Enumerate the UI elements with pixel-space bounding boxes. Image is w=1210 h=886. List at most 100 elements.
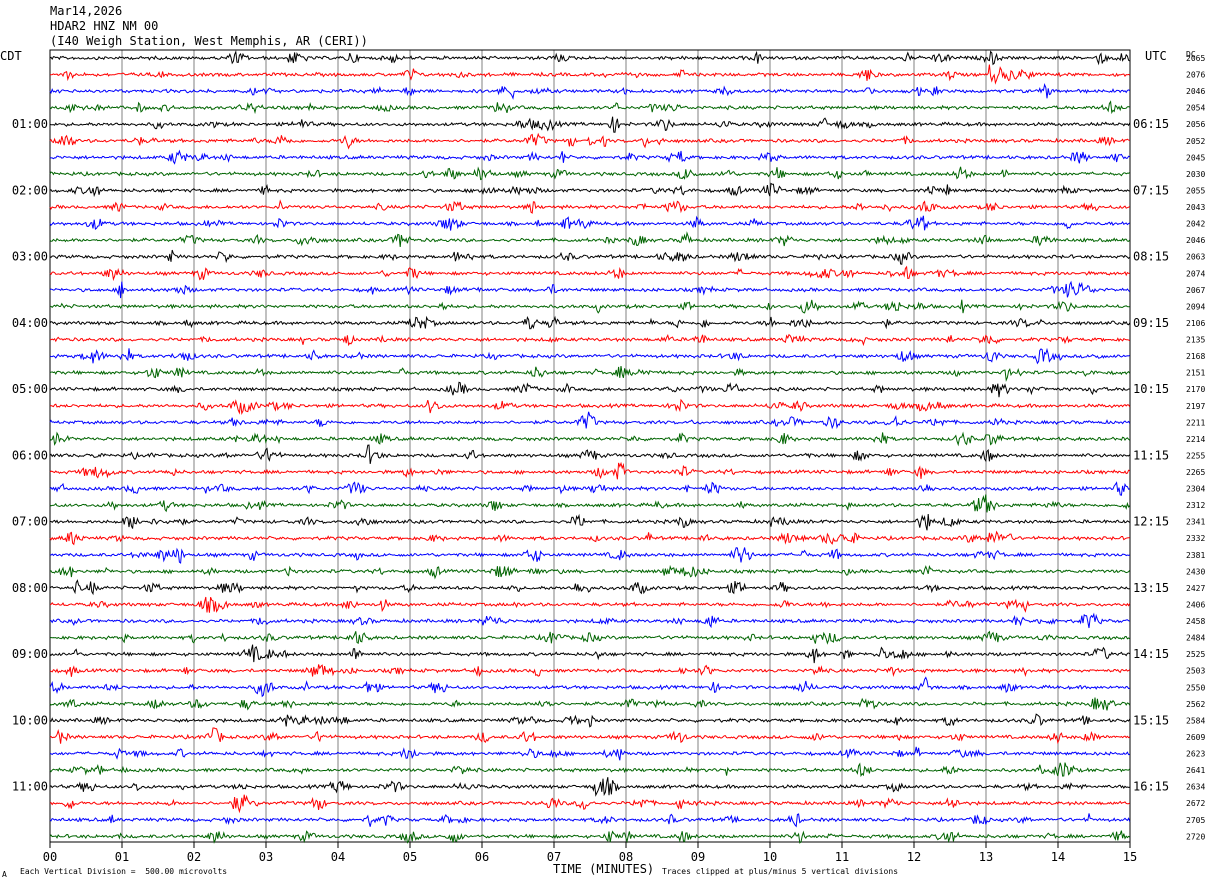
x-tick-label: 11 <box>835 850 849 864</box>
dc-offset-label: 2458 <box>1186 617 1205 626</box>
x-tick-label: 14 <box>1051 850 1065 864</box>
left-time-label: 10:00 <box>12 713 48 727</box>
trace-line <box>49 530 1130 546</box>
dc-offset-label: 2067 <box>1186 286 1205 295</box>
x-tick-label: 08 <box>619 850 633 864</box>
trace-line <box>49 83 1131 100</box>
left-time-label: 01:00 <box>12 117 48 131</box>
right-time-label: 08:15 <box>1133 250 1169 264</box>
trace-line <box>50 299 1130 314</box>
left-time-label: 08:00 <box>12 581 48 595</box>
dc-offset-label: 2030 <box>1186 170 1205 179</box>
dc-offset-label: 2341 <box>1186 518 1205 527</box>
x-tick-label: 04 <box>331 850 345 864</box>
header-station: HDAR2 HNZ NM 00 <box>50 19 159 33</box>
trace-line <box>49 265 1130 282</box>
dc-offset-label: 2046 <box>1186 87 1205 96</box>
trace-layer <box>49 50 1131 844</box>
trace-line <box>49 746 1130 761</box>
trace-line <box>49 461 1130 480</box>
scale-note: Each Vertical Division = 500.00 microvol… <box>20 867 228 876</box>
trace-line <box>49 664 1131 678</box>
dc-offset-label: 2332 <box>1186 534 1205 543</box>
trace-line <box>49 182 1130 198</box>
right-time-label: 10:15 <box>1133 382 1169 396</box>
x-tick-label: 13 <box>979 850 993 864</box>
dc-offset-label: 2214 <box>1186 435 1205 444</box>
dc-offset-label: 2151 <box>1186 369 1205 378</box>
dc-offset-label: 2106 <box>1186 319 1205 328</box>
left-time-label: 09:00 <box>12 647 48 661</box>
left-time-label: 07:00 <box>12 515 48 529</box>
dc-offset-label: 2056 <box>1186 120 1205 129</box>
left-time-label: 04:00 <box>12 316 48 330</box>
left-time-label: 05:00 <box>12 382 48 396</box>
dc-offset-label: 2255 <box>1186 451 1205 460</box>
dc-offset-label: 2609 <box>1186 733 1205 742</box>
dc-offset-label: 2074 <box>1186 269 1205 278</box>
dc-offset-label: 2197 <box>1186 402 1205 411</box>
right-time-label: 14:15 <box>1133 647 1169 661</box>
dc-offset-label: 2304 <box>1186 485 1205 494</box>
trace-line <box>49 676 1130 698</box>
dc-offset-label: 2550 <box>1186 683 1205 692</box>
trace-line <box>49 50 1131 66</box>
dc-offset-label: 2584 <box>1186 716 1205 725</box>
x-tick-label: 10 <box>763 850 777 864</box>
trace-line <box>49 481 1130 496</box>
trace-line <box>49 215 1131 231</box>
x-axis-title: TIME (MINUTES) <box>553 862 655 876</box>
x-tick-label: 03 <box>259 850 273 864</box>
dc-offset-label: 2705 <box>1186 816 1205 825</box>
trace-line <box>49 116 1131 133</box>
trace-line <box>49 366 1131 383</box>
trace-line <box>49 564 1131 580</box>
dc-offset-label: 2046 <box>1186 236 1205 245</box>
plot-frame <box>49 49 1131 843</box>
trace-line <box>49 149 1130 165</box>
left-time-label: 11:00 <box>12 780 48 794</box>
dc-offset-label: 2054 <box>1186 104 1205 113</box>
dc-offset-label: 2076 <box>1186 71 1205 80</box>
dc-header-label: DC <box>1186 50 1196 59</box>
trace-line <box>49 199 1131 214</box>
dc-offset-label: 2381 <box>1186 551 1205 560</box>
trace-line <box>49 547 1130 564</box>
trace-line <box>49 444 1131 464</box>
dc-offset-label: 2430 <box>1186 567 1205 576</box>
right-time-label: 07:15 <box>1133 183 1169 197</box>
trace-line <box>49 513 1131 531</box>
right-time-label: 13:15 <box>1133 581 1169 595</box>
trace-line <box>49 644 1131 664</box>
right-time-label: 09:15 <box>1133 316 1169 330</box>
label-layer: 00 01 02 03 04 05 06 07 08 09 10 11 12 13 14 15 2065 2076… <box>12 54 1206 864</box>
dc-offset-label: 2503 <box>1186 667 1205 676</box>
dc-offset-label: 2043 <box>1186 203 1205 212</box>
dc-offset-label: 2672 <box>1186 799 1205 808</box>
x-tick-label: 09 <box>691 850 705 864</box>
trace-line <box>49 494 1131 513</box>
x-tick-label: 12 <box>907 850 921 864</box>
trace-line <box>49 431 1131 447</box>
dc-offset-label: 2484 <box>1186 634 1205 643</box>
trace-line <box>49 100 1131 115</box>
trace-line <box>49 697 1131 711</box>
trace-line <box>49 612 1130 629</box>
trace-line <box>49 762 1131 778</box>
right-time-label: 06:15 <box>1133 117 1169 131</box>
right-time-label: 16:15 <box>1133 780 1169 794</box>
right-time-label: 12:15 <box>1133 515 1169 529</box>
trace-line <box>49 579 1130 596</box>
trace-line <box>49 794 1131 814</box>
dc-offset-label: 2042 <box>1186 220 1205 229</box>
dc-offset-label: 2265 <box>1186 468 1205 477</box>
dc-offset-label: 2045 <box>1186 153 1205 162</box>
x-tick-label: 15 <box>1123 850 1137 864</box>
dc-offset-label: 2055 <box>1186 186 1205 195</box>
trace-line <box>49 830 1131 844</box>
trace-line <box>49 813 1131 828</box>
left-time-label: 06:00 <box>12 448 48 462</box>
trace-line <box>49 132 1130 150</box>
x-tick-label: 05 <box>403 850 417 864</box>
trace-line <box>49 411 1131 430</box>
